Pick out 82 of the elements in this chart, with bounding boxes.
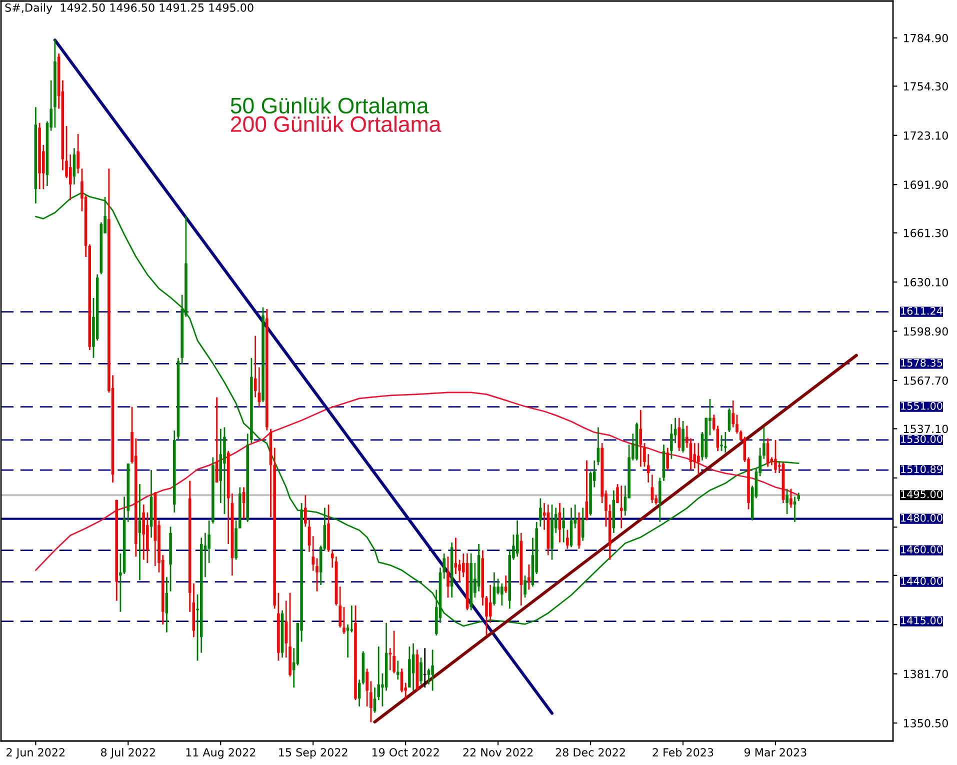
y-tick-label: 1598.90: [904, 327, 948, 336]
y-tick-label: 1630.10: [904, 278, 948, 286]
x-tick-label: 2 Feb 2023: [652, 748, 714, 757]
text: 200 Günlük Ortalama: [231, 116, 442, 132]
candlestick: [539, 498, 542, 528]
candlestick: [720, 434, 723, 452]
x-tick-label: 2 Jun 2022: [6, 748, 64, 759]
candlestick: [666, 447, 669, 471]
ref-line-label: 1495.00: [901, 490, 942, 498]
x-tick-label: 11 Aug 2022: [186, 748, 256, 759]
ref-line-label: 1551.00: [901, 402, 942, 410]
candlestick: [142, 504, 145, 560]
y-tick-label: 1350.50: [904, 718, 948, 728]
candlestick: [504, 574, 508, 594]
candlestick: [732, 400, 734, 428]
ref-line-label: 1480.00: [901, 514, 942, 522]
candlestick: [342, 606, 346, 635]
y-tick-label: 1754.30: [904, 82, 948, 91]
candlestick: [258, 366, 261, 408]
y-tick-label: 1784.90: [904, 34, 948, 42]
candlestick: [312, 535, 314, 572]
candlestick: [585, 460, 588, 522]
ref-line-label: 1510.89: [901, 465, 942, 474]
candlestick: [620, 484, 623, 529]
candlestick: [516, 520, 519, 558]
candlestick: [76, 133, 80, 174]
candlestick: [650, 474, 654, 504]
candlestick: [423, 647, 426, 688]
candlestick: [68, 154, 72, 201]
candlestick: [724, 431, 727, 454]
candlestick: [562, 507, 565, 544]
y-tick-label: 1723.10: [904, 131, 948, 140]
candlestick: [689, 438, 692, 471]
ref-line-label: 1530.00: [901, 435, 942, 443]
x-tick-label: 9 Mar 2023: [744, 748, 806, 757]
ref-line-label: 1611.24: [901, 306, 942, 315]
candlestick: [790, 488, 792, 508]
candlestick: [766, 438, 770, 468]
candlestick: [658, 477, 662, 523]
text: 50 Günlük Ortalama: [230, 97, 429, 114]
candlestick: [558, 502, 562, 544]
y-tick-label: 1567.70: [904, 376, 948, 385]
ref-line-label: 1415.00: [901, 616, 942, 624]
candlestick: [446, 556, 450, 598]
x-tick-label: 15 Sep 2022: [279, 748, 348, 759]
candlestick: [215, 396, 218, 484]
candlestick: [678, 417, 681, 452]
candlestick: [392, 630, 396, 674]
candlestick: [524, 574, 526, 598]
candlestick: [350, 604, 354, 634]
candlestick: [566, 529, 569, 550]
x-tick-label: 19 Oct 2022: [372, 748, 439, 757]
candlestick: [165, 576, 168, 634]
y-tick-label: 1537.10: [904, 424, 948, 434]
line-series: [34, 392, 800, 571]
candlestick: [346, 624, 350, 658]
candlestick: [420, 656, 422, 686]
y-tick-label: 1661.30: [904, 228, 948, 238]
candlestick: [427, 668, 430, 686]
ref-line-label: 1440.00: [901, 577, 942, 585]
y-tick-label: 1381.70: [904, 670, 948, 678]
candlestick: [639, 409, 642, 468]
candlestick: [412, 642, 415, 692]
candlestick: [728, 408, 731, 433]
candlestick: [431, 648, 434, 692]
x-tick-label: 8 Jul 2022: [101, 748, 155, 759]
candlestick: [716, 425, 720, 452]
candlestick: [697, 442, 700, 476]
candlestick: [774, 439, 777, 474]
ref-line-label: 1460.00: [901, 545, 942, 554]
candlestick: [527, 564, 530, 590]
candlestick: [72, 147, 76, 186]
ref-line-label: 1578.35: [901, 358, 942, 367]
chart-title: S#,Daily 1492.50 1496.50 1491.25 1495.00: [5, 3, 254, 14]
x-tick-label: 22 Nov 2022: [463, 748, 533, 757]
candlestick: [500, 582, 504, 606]
candlestick: [682, 420, 684, 454]
x-tick-label: 28 Dec 2022: [556, 748, 625, 757]
candlestick: [786, 488, 788, 515]
candlestick: [396, 660, 400, 680]
y-tick-label: 1691.90: [904, 180, 948, 189]
candlestick: [492, 572, 496, 606]
